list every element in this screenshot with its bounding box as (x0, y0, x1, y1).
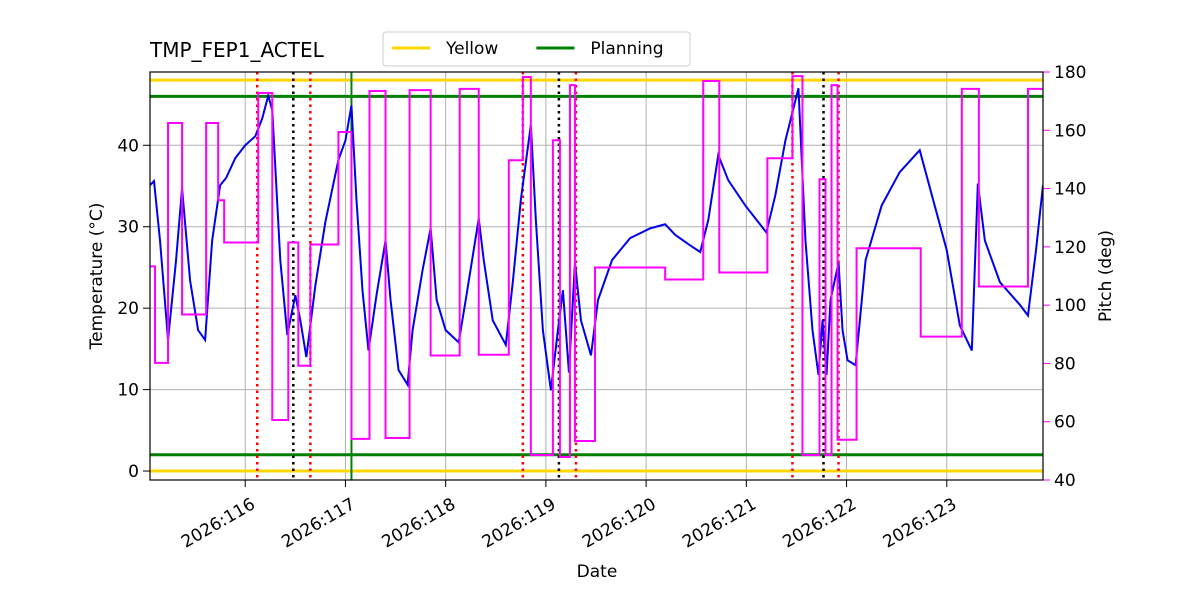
plot-frame (149, 71, 1044, 481)
y-tick-label: 0 (128, 462, 139, 482)
y2-tick-label: 140 (1054, 180, 1086, 200)
y2-axis-label: Pitch (deg) (1096, 230, 1116, 322)
y-axis-label: Temperature (°C) (87, 203, 107, 351)
y-tick-label: 20 (117, 299, 139, 319)
y-tick-label: 10 (117, 381, 139, 401)
y2-tick-label: 80 (1054, 354, 1076, 374)
x-axis-label: Date (577, 562, 618, 582)
data-line (150, 75, 1043, 458)
chart-title: TMP_FEP1_ACTEL (149, 38, 325, 62)
y2-tick-label: 60 (1054, 413, 1076, 433)
y-tick-label: 30 (117, 218, 139, 238)
y2-tick-label: 180 (1054, 63, 1086, 83)
legend-label: Planning (590, 39, 663, 59)
legend-label: Yellow (445, 39, 498, 59)
y2-tick-label: 100 (1054, 296, 1086, 316)
y2-tick-label: 160 (1054, 121, 1086, 141)
legend: Yellow Planning (382, 31, 691, 67)
y2-tick-label: 120 (1054, 238, 1086, 258)
y2-tick-label: 40 (1054, 471, 1076, 491)
y-tick-label: 40 (117, 136, 139, 156)
